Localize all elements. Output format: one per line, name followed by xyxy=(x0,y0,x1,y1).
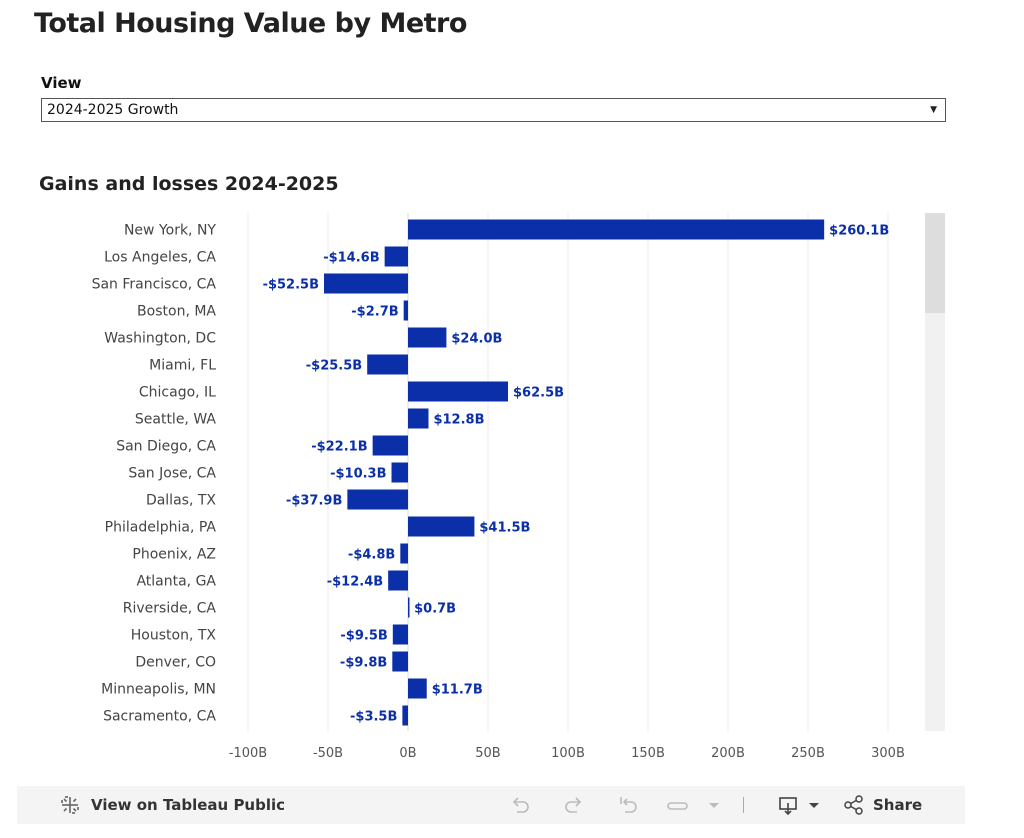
bar[interactable] xyxy=(408,408,429,429)
value-label: $0.7B xyxy=(414,602,456,617)
page-title: Total Housing Value by Metro xyxy=(34,8,467,39)
tableau-icon xyxy=(61,796,79,814)
category-label: Philadelphia, PA xyxy=(105,520,217,536)
view-on-tableau-label: View on Tableau Public xyxy=(91,796,286,814)
value-label: -$52.5B xyxy=(263,278,319,293)
category-label: Boston, MA xyxy=(137,304,216,320)
category-label: Dallas, TX xyxy=(146,493,216,509)
bar[interactable] xyxy=(367,354,408,375)
revert-icon[interactable] xyxy=(617,794,639,816)
tableau-toolbar: View on Tableau Public Share xyxy=(17,786,965,824)
share-icon xyxy=(844,795,863,815)
value-label: $41.5B xyxy=(479,521,530,536)
bar[interactable] xyxy=(403,300,408,321)
bar[interactable] xyxy=(402,705,408,726)
category-label: San Diego, CA xyxy=(116,439,216,455)
bar[interactable] xyxy=(347,489,408,510)
share-label: Share xyxy=(873,796,923,814)
category-label: San Francisco, CA xyxy=(92,277,217,293)
category-label: Atlanta, GA xyxy=(136,574,216,590)
scrollbar-thumb[interactable] xyxy=(925,213,945,313)
value-label: $260.1B xyxy=(829,224,889,239)
value-label: $24.0B xyxy=(451,332,502,347)
x-tick-label: 0B xyxy=(399,746,416,761)
category-label: Chicago, IL xyxy=(139,385,216,401)
value-label: $12.8B xyxy=(433,413,484,428)
download-icon[interactable] xyxy=(777,794,799,816)
category-label: Los Angeles, CA xyxy=(104,250,216,266)
x-tick-label: -100B xyxy=(229,746,267,761)
dropdown-icon[interactable] xyxy=(703,794,725,816)
category-label: Minneapolis, MN xyxy=(101,682,216,698)
view-filter-label: View xyxy=(41,74,82,92)
view-filter-value: 2024-2025 Growth xyxy=(47,102,179,118)
x-tick-label: 50B xyxy=(475,746,500,761)
x-tick-label: 200B xyxy=(711,746,745,761)
bar[interactable] xyxy=(391,462,408,483)
download-menu-icon[interactable] xyxy=(803,794,825,816)
value-label: -$9.8B xyxy=(340,656,387,671)
bar[interactable] xyxy=(408,381,508,402)
bar[interactable] xyxy=(388,570,408,591)
x-tick-label: 250B xyxy=(791,746,825,761)
toolbar-divider xyxy=(743,797,744,813)
category-label: Denver, CO xyxy=(135,655,216,671)
x-tick-label: 150B xyxy=(631,746,665,761)
bar[interactable] xyxy=(372,435,408,456)
scrollbar-track[interactable] xyxy=(925,213,945,731)
value-label: -$3.5B xyxy=(350,710,397,725)
x-tick-label: -50B xyxy=(313,746,343,761)
value-label: $62.5B xyxy=(513,386,564,401)
value-label: $11.7B xyxy=(432,683,483,698)
value-label: -$37.9B xyxy=(286,494,342,509)
bar[interactable] xyxy=(384,246,408,267)
refresh-icon[interactable] xyxy=(667,794,689,816)
value-label: -$4.8B xyxy=(348,548,395,563)
category-label: Seattle, WA xyxy=(135,412,217,428)
value-label: -$9.5B xyxy=(340,629,387,644)
bar[interactable] xyxy=(392,651,408,672)
value-label: -$2.7B xyxy=(351,305,398,320)
category-label: Phoenix, AZ xyxy=(132,547,216,563)
category-label: Riverside, CA xyxy=(123,601,217,617)
category-label: Miami, FL xyxy=(149,358,216,374)
category-label: New York, NY xyxy=(124,223,216,239)
x-tick-label: 300B xyxy=(871,746,905,761)
value-label: -$22.1B xyxy=(311,440,367,455)
bar[interactable] xyxy=(408,219,825,240)
view-filter-select[interactable]: 2024-2025 Growth ▼ xyxy=(41,98,946,122)
bar-chart: New York, NY $260.1B Los Angeles, CA -$14.6… xyxy=(92,213,945,761)
bar[interactable] xyxy=(408,597,410,618)
category-label: San Jose, CA xyxy=(128,466,216,482)
value-label: -$10.3B xyxy=(330,467,386,482)
value-label: -$12.4B xyxy=(327,575,383,590)
bar[interactable] xyxy=(392,624,408,645)
bar[interactable] xyxy=(408,516,475,537)
undo-icon[interactable] xyxy=(509,794,531,816)
redo-icon[interactable] xyxy=(563,794,585,816)
category-label: Sacramento, CA xyxy=(103,709,216,725)
value-label: -$14.6B xyxy=(323,251,379,266)
bar[interactable] xyxy=(408,678,427,699)
value-label: -$25.5B xyxy=(306,359,362,374)
category-label: Washington, DC xyxy=(104,331,216,347)
category-label: Houston, TX xyxy=(131,628,217,644)
share-button[interactable]: Share xyxy=(843,786,933,824)
bar[interactable] xyxy=(324,273,408,294)
x-tick-label: 100B xyxy=(551,746,585,761)
chart-title: Gains and losses 2024-2025 xyxy=(39,173,339,195)
bar[interactable] xyxy=(400,543,408,564)
bar[interactable] xyxy=(408,327,447,348)
chevron-down-icon: ▼ xyxy=(930,105,937,115)
